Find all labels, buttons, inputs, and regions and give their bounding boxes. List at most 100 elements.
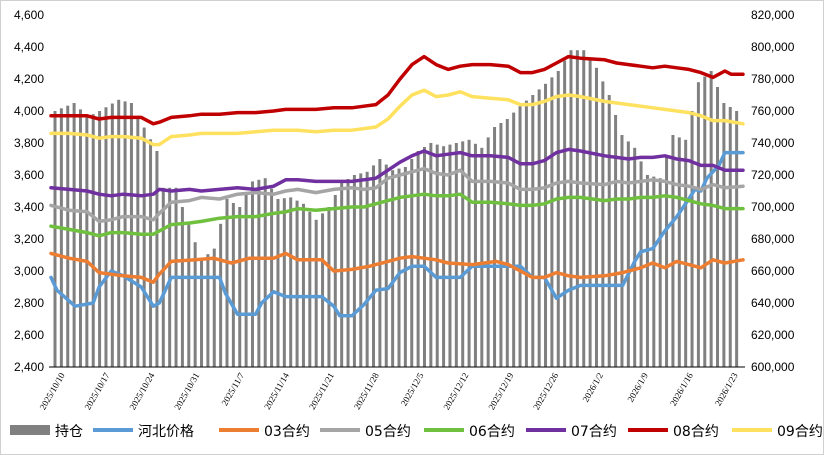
open-interest-bar xyxy=(289,197,293,367)
open-interest-bar xyxy=(321,213,325,367)
open-interest-bar xyxy=(346,179,350,367)
open-interest-bar xyxy=(397,168,401,367)
open-interest-bar xyxy=(314,219,318,367)
open-interest-bar xyxy=(658,178,662,367)
right-tick-label: 760,000 xyxy=(751,104,795,118)
open-interest-bar xyxy=(461,141,465,367)
left-tick-label: 2,600 xyxy=(14,328,44,342)
open-interest-bar xyxy=(601,81,605,368)
open-interest-bar xyxy=(295,200,299,367)
left-tick-label: 3,800 xyxy=(14,136,44,150)
open-interest-bar xyxy=(200,259,204,367)
open-interest-bar xyxy=(448,144,452,367)
open-interest-bar xyxy=(594,67,598,368)
right-tick-label: 800,000 xyxy=(751,40,795,54)
open-interest-bar xyxy=(684,139,688,367)
left-tick-label: 4,400 xyxy=(14,40,44,54)
open-interest-bar xyxy=(244,194,248,367)
right-axis: 600,000 620,000 640,000 660,000 680,000 700,0… xyxy=(751,8,795,374)
open-interest-bar xyxy=(142,127,146,368)
open-interest-bar xyxy=(327,207,331,367)
open-interest-bar xyxy=(340,183,344,367)
open-interest-bar xyxy=(671,135,675,367)
left-tick-label: 3,600 xyxy=(14,168,44,182)
open-interest-bar xyxy=(231,203,235,367)
series-line-05合约 xyxy=(49,166,745,224)
open-interest-bar xyxy=(735,111,739,367)
open-interest-bar xyxy=(645,175,649,367)
open-interest-bar xyxy=(512,112,516,367)
open-interest-bar xyxy=(454,143,458,367)
open-interest-bar xyxy=(505,119,509,367)
open-interest-bar xyxy=(722,103,726,367)
open-interest-bar xyxy=(403,167,407,367)
open-interest-bar xyxy=(98,111,102,367)
open-interest-bar xyxy=(442,146,446,367)
open-interest-bar xyxy=(212,248,216,367)
legend-label: 03合约 xyxy=(264,424,310,440)
open-interest-bar xyxy=(524,100,528,367)
right-tick-label: 640,000 xyxy=(751,296,795,310)
open-interest-bar xyxy=(531,95,535,367)
left-tick-label: 2,800 xyxy=(14,296,44,310)
open-interest-bar xyxy=(665,156,669,367)
legend: 持仓 河北价格 03合约 05合约 06合约 07合约 08合约 09合约 xyxy=(10,424,823,440)
open-interest-bar xyxy=(607,95,611,367)
left-tick-label: 3,200 xyxy=(14,232,44,246)
price-lines xyxy=(49,54,745,318)
legend-label: 05合约 xyxy=(365,424,411,440)
open-interest-bar xyxy=(180,207,184,367)
open-interest-bar xyxy=(569,50,573,367)
open-interest-bar xyxy=(276,199,280,367)
right-tick-label: 620,000 xyxy=(751,328,795,342)
open-interest-bar xyxy=(66,105,70,368)
open-interest-bar xyxy=(85,115,89,367)
right-tick-label: 660,000 xyxy=(751,264,795,278)
open-interest-bar xyxy=(620,135,624,367)
legend-swatch xyxy=(10,425,50,435)
right-tick-label: 780,000 xyxy=(751,72,795,86)
open-interest-bar xyxy=(136,115,140,367)
left-tick-label: 4,600 xyxy=(14,8,44,22)
open-interest-bar xyxy=(493,127,497,367)
open-interest-bar xyxy=(677,137,681,367)
left-tick-label: 2,400 xyxy=(14,360,44,374)
series-line-07合约 xyxy=(49,147,745,198)
left-axis: 2,400 2,600 2,800 3,000 3,200 3,400 3,600 3,800… xyxy=(14,8,44,374)
legend-label: 持仓 xyxy=(55,424,83,440)
open-interest-bar xyxy=(301,203,305,367)
left-tick-label: 4,000 xyxy=(14,104,44,118)
open-interest-bar xyxy=(716,87,720,367)
open-interest-bar xyxy=(91,114,95,367)
open-interest-bar xyxy=(238,207,242,367)
open-interest-bar xyxy=(486,137,490,367)
open-interest-bar xyxy=(728,107,732,367)
series-line-08合约 xyxy=(49,54,745,126)
open-interest-bar xyxy=(78,109,82,368)
open-interest-bar xyxy=(652,176,656,367)
series-line-06合约 xyxy=(49,192,745,238)
open-interest-bar xyxy=(104,107,108,368)
left-tick-label: 3,400 xyxy=(14,200,44,214)
open-interest-bar xyxy=(467,139,471,367)
left-tick-label: 4,200 xyxy=(14,72,44,86)
open-interest-bar xyxy=(282,198,286,367)
open-interest-bar xyxy=(435,144,439,367)
series-line-09合约 xyxy=(49,88,745,147)
open-interest-bar xyxy=(499,123,503,367)
open-interest-bar xyxy=(614,115,618,367)
open-interest-bar xyxy=(690,111,694,367)
open-interest-bar xyxy=(352,175,356,367)
legend-label: 08合约 xyxy=(673,424,719,440)
open-interest-bar xyxy=(225,199,229,367)
open-interest-bar xyxy=(391,170,395,367)
open-interest-bar xyxy=(206,254,210,367)
open-interest-bar xyxy=(544,83,548,368)
open-interest-bar xyxy=(59,108,63,367)
open-interest-bar xyxy=(365,171,369,367)
open-interest-bar xyxy=(187,224,191,367)
right-tick-label: 720,000 xyxy=(751,168,795,182)
open-interest-bar xyxy=(155,151,159,367)
